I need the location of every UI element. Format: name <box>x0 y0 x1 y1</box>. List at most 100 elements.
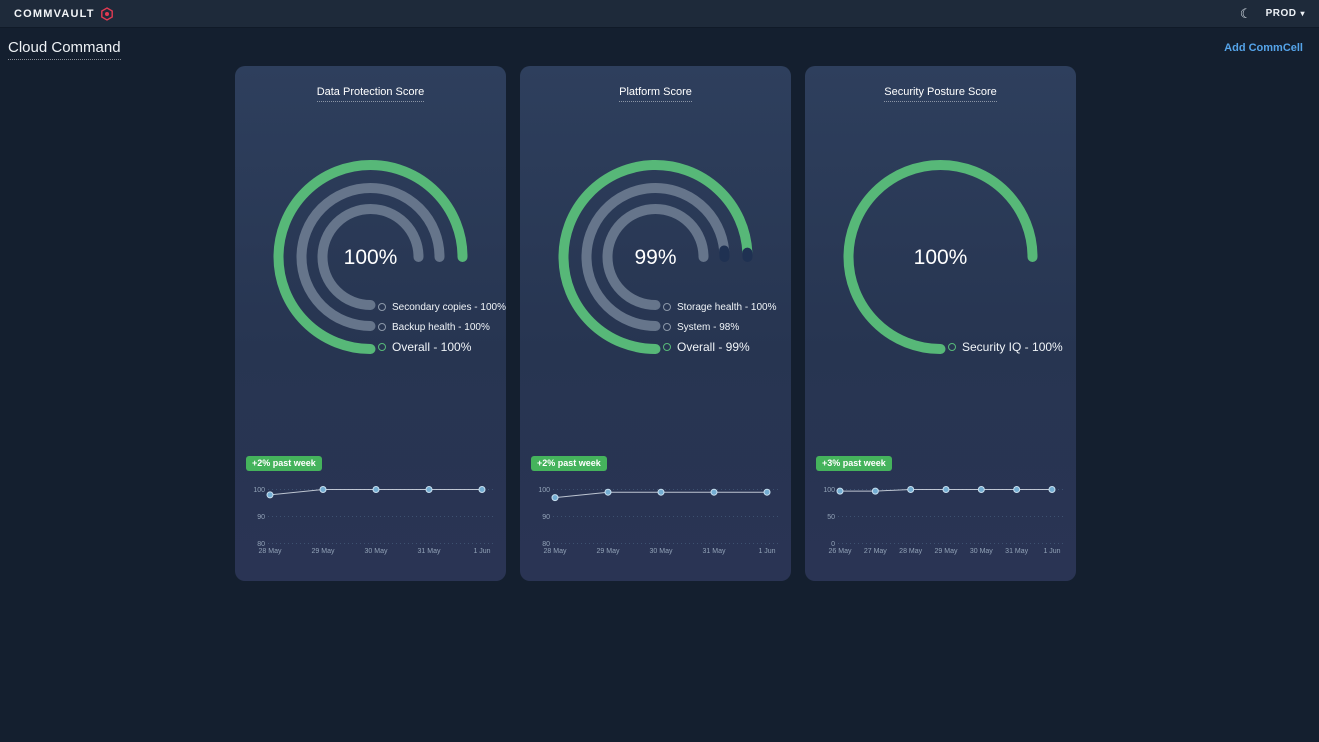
score-card: Platform Score 99% Storage health - 100%… <box>520 66 791 581</box>
x-axis-label: 30 May <box>650 548 673 555</box>
x-axis-label: 31 May <box>418 548 441 555</box>
commvault-logo: COMMVAULT <box>14 6 114 21</box>
gauge-chart: 100% <box>843 160 1038 354</box>
legend-item[interactable]: Overall - 99% <box>663 337 777 357</box>
trend-point <box>836 487 844 495</box>
card-title: Platform Score <box>619 86 692 102</box>
legend-label: Backup health - 100% <box>392 321 490 333</box>
card-title: Security Posture Score <box>884 86 997 102</box>
x-axis-label: 31 May <box>1005 548 1028 555</box>
commvault-logo-text: COMMVAULT <box>14 7 95 20</box>
legend-dot-gray <box>378 303 386 311</box>
topbar-actions: ☾ PROD ▾ <box>1240 7 1305 20</box>
legend-item[interactable]: Security IQ - 100% <box>948 337 1063 357</box>
legend-dot-gray <box>663 323 671 331</box>
trend-point <box>478 486 486 493</box>
x-axis-label: 1 Jun <box>758 548 775 555</box>
trend-badge: +2% past week <box>246 456 322 471</box>
trend-point <box>977 486 985 493</box>
y-tick-label: 0 <box>831 541 835 548</box>
card-title: Data Protection Score <box>316 86 425 102</box>
trend-point <box>551 494 559 502</box>
trend-point <box>907 486 915 493</box>
environment-dropdown[interactable]: PROD ▾ <box>1266 8 1305 19</box>
legend-dot-gray <box>378 323 386 331</box>
y-tick-label: 100 <box>253 487 265 494</box>
trend-point <box>871 487 879 495</box>
trend-point <box>319 486 327 493</box>
legend-dot-green <box>663 343 671 351</box>
legend-label: Storage health - 100% <box>677 301 777 313</box>
x-axis-label: 28 May <box>544 548 567 555</box>
y-tick-label: 80 <box>542 541 550 548</box>
dark-mode-moon-icon[interactable]: ☾ <box>1239 6 1252 21</box>
gauge-ring-arc <box>843 160 1038 354</box>
gauge-ring-arc <box>273 160 468 354</box>
trend-point <box>1013 486 1021 493</box>
trend-point <box>710 488 718 496</box>
commvault-hexagon-icon <box>100 6 113 21</box>
x-axis-label: 28 May <box>899 548 922 555</box>
y-tick-label: 90 <box>542 514 550 521</box>
x-axis-label: 31 May <box>703 548 726 555</box>
trend-point <box>425 486 433 493</box>
y-tick-label: 100 <box>823 487 835 494</box>
gauge-legend: Security IQ - 100% <box>948 337 1063 357</box>
legend-dot-green <box>378 343 386 351</box>
score-cards-row: Data Protection Score 100% Secondary cop… <box>235 66 1076 581</box>
y-tick-label: 80 <box>257 541 265 548</box>
gauge-value: 100% <box>344 246 398 269</box>
trend-point <box>942 486 950 493</box>
x-axis-label: 29 May <box>935 548 958 555</box>
y-tick-label: 100 <box>538 487 550 494</box>
trend-badge: +2% past week <box>531 456 607 471</box>
trend-point <box>266 491 274 499</box>
legend-label: Overall - 99% <box>677 340 750 354</box>
legend-label: Security IQ - 100% <box>962 340 1063 354</box>
trend-badge: +3% past week <box>816 456 892 471</box>
legend-dot-green <box>948 343 956 351</box>
legend-item[interactable]: System - 98% <box>663 317 777 337</box>
add-commcell-link[interactable]: Add CommCell <box>1224 42 1303 54</box>
x-axis-label: 28 May <box>259 548 282 555</box>
legend-item[interactable]: Secondary copies - 100% <box>378 297 506 317</box>
page-header: Cloud Command Add CommCell <box>0 28 1319 60</box>
gauge-ring-arc <box>317 204 424 310</box>
legend-item[interactable]: Overall - 100% <box>378 337 506 357</box>
environment-label: PROD <box>1265 8 1297 19</box>
legend-label: Secondary copies - 100% <box>392 301 506 313</box>
y-tick-label: 50 <box>827 514 835 521</box>
legend-item[interactable]: Backup health - 100% <box>378 317 506 337</box>
trend-point <box>1048 486 1056 493</box>
gauge-legend: Storage health - 100% System - 98% Overall… <box>663 297 777 357</box>
gauge-chart: 99% <box>558 160 753 354</box>
score-card: Data Protection Score 100% Secondary cop… <box>235 66 506 581</box>
trend-point <box>372 486 380 493</box>
top-bar: COMMVAULT ☾ PROD ▾ <box>0 0 1319 28</box>
y-tick-label: 90 <box>257 514 265 521</box>
trend-point <box>657 488 665 496</box>
gauge-ring-arc <box>602 204 709 310</box>
chevron-down-icon: ▾ <box>1300 9 1305 18</box>
x-axis-label: 29 May <box>597 548 620 555</box>
gauge-ring-arc <box>558 160 753 354</box>
x-axis-label: 30 May <box>970 548 993 555</box>
x-axis-label: 1 Jun <box>473 548 490 555</box>
legend-dot-gray <box>663 303 671 311</box>
x-axis-label: 29 May <box>312 548 335 555</box>
x-axis-label: 26 May <box>829 548 852 555</box>
legend-label: System - 98% <box>677 321 740 333</box>
gauge-value: 100% <box>914 246 968 269</box>
x-axis-label: 27 May <box>864 548 887 555</box>
gauge-chart: 100% <box>273 160 468 354</box>
score-card: Security Posture Score 100% Security IQ … <box>805 66 1076 581</box>
x-axis-label: 1 Jun <box>1043 548 1060 555</box>
gauge-legend: Secondary copies - 100% Backup health - 1… <box>378 297 506 357</box>
gauge-value: 99% <box>634 246 676 269</box>
trend-point <box>763 488 771 496</box>
x-axis-label: 30 May <box>365 548 388 555</box>
legend-item[interactable]: Storage health - 100% <box>663 297 777 317</box>
legend-label: Overall - 100% <box>392 340 472 354</box>
